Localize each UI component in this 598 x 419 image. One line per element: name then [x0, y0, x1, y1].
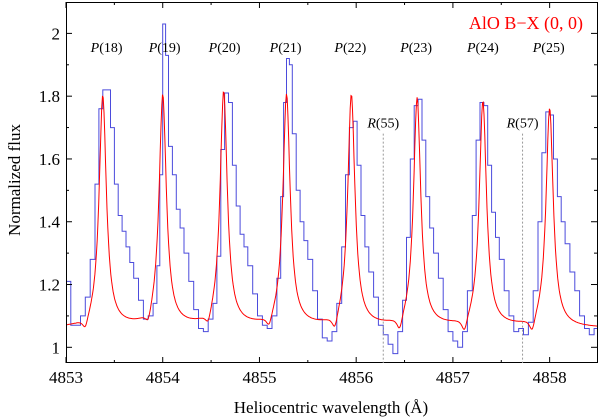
x-tick-label: 4856 [339, 368, 373, 387]
line-label-branch: R [506, 117, 516, 132]
line-label-p20: P(20) [208, 41, 241, 56]
line-label-branch: P [399, 41, 409, 56]
line-label-number: (21) [278, 41, 302, 56]
line-label-r55: R(55) [366, 117, 399, 132]
line-label-branch: P [148, 41, 158, 56]
y-tick-label: 2 [52, 24, 61, 43]
y-tick-label: 1.8 [39, 87, 60, 106]
line-label-number: (25) [541, 41, 565, 56]
line-label-r57: R(57) [506, 117, 539, 132]
y-tick-label: 1.2 [39, 276, 60, 295]
line-label-branch: P [333, 41, 343, 56]
x-axis-title: Heliocentric wavelength (Å) [234, 398, 428, 417]
line-label-number: (23) [409, 41, 433, 56]
y-axis-title: Normalized flux [5, 124, 24, 236]
y-tick-label: 1 [52, 338, 61, 357]
y-tick-label: 1.4 [39, 213, 61, 232]
x-tick-label: 4854 [146, 368, 181, 387]
line-label-branch: P [269, 41, 279, 56]
line-label-p23: P(23) [399, 41, 432, 56]
x-tick-label: 4858 [533, 368, 567, 387]
line-label-number: (18) [99, 41, 123, 56]
line-label-p24: P(24) [466, 41, 499, 56]
line-label-number: (55) [376, 117, 400, 132]
x-tick-label: 4853 [49, 368, 83, 387]
line-label-p18: P(18) [90, 41, 123, 56]
x-tick-label: 4855 [242, 368, 276, 387]
line-label-branch: R [366, 117, 376, 132]
line-label-branch: P [90, 41, 100, 56]
line-label-number: (22) [343, 41, 367, 56]
line-label-p22: P(22) [333, 41, 366, 56]
model-spectrum-line [66, 91, 598, 331]
line-label-number: (24) [476, 41, 500, 56]
line-label-p19: P(19) [148, 41, 181, 56]
line-label-branch: P [466, 41, 476, 56]
line-label-branch: P [208, 41, 218, 56]
legend-label: AlO B−X (0, 0) [469, 13, 583, 34]
line-label-p25: P(25) [532, 41, 565, 56]
line-label-number: (19) [157, 41, 181, 56]
line-label-branch: P [532, 41, 542, 56]
line-label-p21: P(21) [269, 41, 302, 56]
y-tick-label: 1.6 [39, 150, 60, 169]
line-label-number: (57) [515, 117, 539, 132]
plot-frame [66, 2, 598, 363]
x-tick-label: 4857 [436, 368, 471, 387]
line-label-number: (20) [217, 41, 241, 56]
observed-spectrum-line [66, 23, 598, 355]
